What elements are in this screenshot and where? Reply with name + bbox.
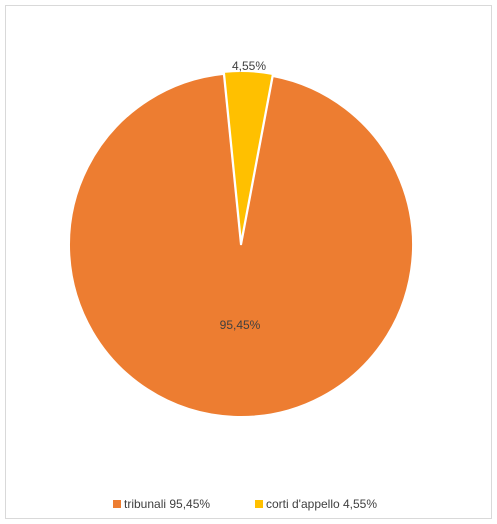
legend-swatch-corti-d-appello (255, 500, 263, 508)
pie-slice-tribunali (68, 72, 414, 418)
legend: tribunali 95,45% corti d'appello 4,55% (113, 497, 377, 511)
data-label-tribunali: 95,45% (220, 318, 261, 332)
pie-data-labels: 95,45% 4,55% (220, 59, 267, 332)
legend-label-tribunali: tribunali 95,45% (124, 497, 210, 511)
legend-swatch-tribunali (113, 500, 121, 508)
legend-label-corti-d-appello: corti d'appello 4,55% (266, 497, 377, 511)
data-label-corti-d-appello: 4,55% (232, 59, 266, 73)
pie-slice-corti-d-appello (222, 70, 275, 244)
pie-slices (68, 70, 414, 418)
